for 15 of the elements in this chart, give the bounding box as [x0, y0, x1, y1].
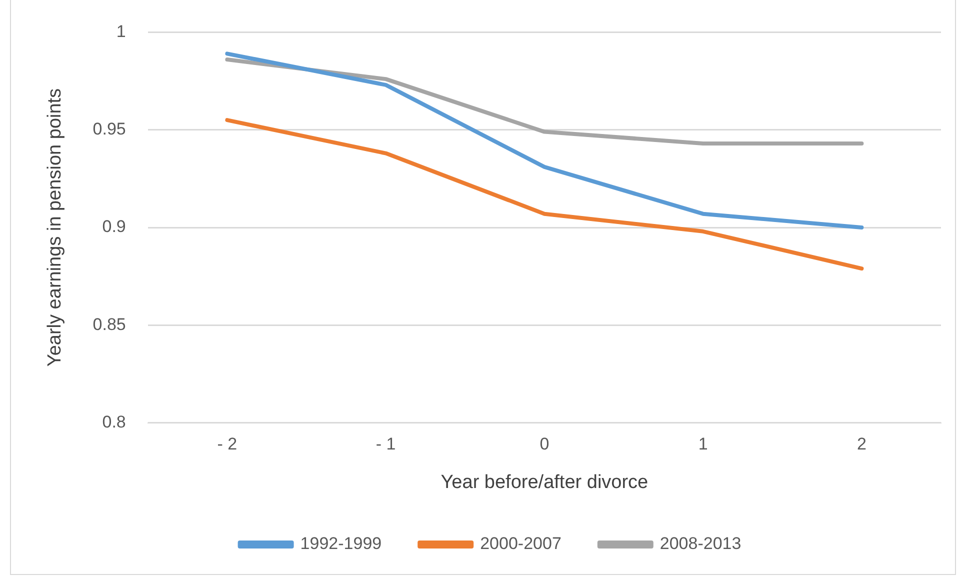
- y-tick-label: 0.9: [102, 217, 126, 236]
- x-tick-label: - 1: [376, 434, 396, 454]
- legend-label: 1992-1999: [300, 534, 382, 554]
- legend-label: 2008-2013: [660, 534, 742, 554]
- x-tick-label: 1: [698, 434, 708, 454]
- x-tick-label: - 2: [217, 434, 238, 454]
- y-tick-label: 0.85: [92, 314, 126, 334]
- y-axis-title: Yearly earnings in pension points: [44, 88, 66, 367]
- y-tick-label: 0.8: [102, 412, 126, 432]
- y-tick-label: 1: [116, 22, 126, 41]
- x-axis-title: Year before/after divorce: [440, 472, 648, 493]
- legend-label: 2000-2007: [480, 534, 562, 554]
- y-tick-label: 0.95: [92, 120, 126, 139]
- x-tick-label: 0: [540, 434, 550, 454]
- x-tick-label: 2: [856, 434, 866, 454]
